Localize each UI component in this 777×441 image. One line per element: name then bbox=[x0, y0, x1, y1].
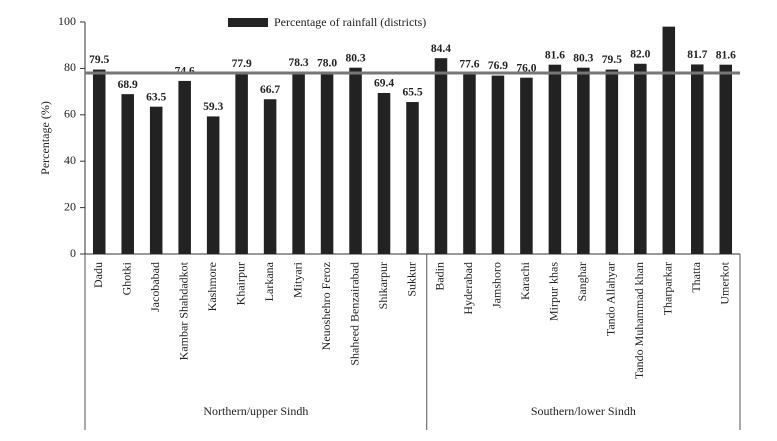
x-tick-label: Kashmore bbox=[205, 262, 219, 311]
value-label: 77.9 bbox=[232, 58, 252, 70]
bar bbox=[92, 69, 106, 254]
bar bbox=[121, 94, 134, 254]
bar bbox=[178, 80, 191, 254]
legend-label: Percentage of rainfall (districts) bbox=[274, 15, 426, 29]
value-label: 80.3 bbox=[573, 52, 593, 64]
y-tick-label: 40 bbox=[64, 153, 76, 167]
value-label: 59.3 bbox=[203, 101, 223, 113]
value-label: 81.7 bbox=[687, 49, 707, 61]
value-label: 76.0 bbox=[516, 62, 536, 74]
value-label: 79.5 bbox=[89, 54, 109, 66]
value-label: 76.9 bbox=[488, 60, 508, 72]
bar bbox=[206, 116, 220, 254]
bar bbox=[263, 99, 277, 254]
bar bbox=[605, 69, 619, 254]
value-label: 65.5 bbox=[402, 87, 422, 99]
bar bbox=[377, 92, 391, 254]
x-tick-label: Dadu bbox=[91, 262, 105, 288]
bar bbox=[577, 67, 590, 254]
x-tick-label: Tharparkar bbox=[661, 262, 675, 315]
x-tick-label: Thatta bbox=[689, 261, 703, 292]
value-label: 78.0 bbox=[317, 58, 337, 70]
x-tick-label: Mityari bbox=[290, 261, 304, 298]
x-tick-label: Badin bbox=[433, 262, 447, 291]
bar bbox=[406, 102, 419, 254]
y-tick-label: 0 bbox=[70, 246, 76, 260]
y-axis-label: Percentage (%) bbox=[38, 101, 52, 175]
x-tick-label: Hyderabad bbox=[461, 262, 475, 315]
bar bbox=[149, 106, 163, 255]
bar bbox=[691, 64, 704, 255]
bar bbox=[491, 75, 505, 254]
x-tick-label: Neuoshehro Feroz bbox=[319, 262, 333, 350]
bar bbox=[434, 58, 448, 254]
x-tick-label: Jamshoro bbox=[490, 262, 504, 308]
x-tick-label: Karachi bbox=[518, 261, 532, 300]
y-tick-label: 20 bbox=[64, 199, 76, 213]
legend-swatch bbox=[228, 18, 268, 27]
value-label: 82.0 bbox=[630, 48, 650, 60]
bar bbox=[719, 64, 733, 254]
y-tick-label: 100 bbox=[58, 14, 76, 28]
x-tick-label: Jacobabad bbox=[148, 262, 162, 312]
value-label: 77.6 bbox=[459, 59, 479, 71]
bar bbox=[463, 73, 476, 254]
bar bbox=[520, 77, 533, 255]
x-tick-label: Sanghar bbox=[575, 262, 589, 301]
y-tick-label: 80 bbox=[64, 60, 76, 74]
bar bbox=[662, 26, 676, 254]
value-label: 81.6 bbox=[716, 49, 736, 61]
value-label: 80.3 bbox=[345, 52, 365, 64]
bar bbox=[235, 73, 248, 254]
value-label: 68.9 bbox=[118, 79, 138, 91]
bar bbox=[292, 72, 305, 255]
bar bbox=[548, 64, 562, 254]
value-label: 79.5 bbox=[602, 54, 622, 66]
x-tick-label: Shikarpur bbox=[376, 262, 390, 309]
x-tick-label: Umerkot bbox=[718, 261, 732, 304]
x-tick-label: Mirpur khas bbox=[547, 262, 561, 321]
bar bbox=[634, 63, 647, 255]
x-tick-label: Tando Allahyar bbox=[604, 262, 618, 336]
value-label: 66.7 bbox=[260, 84, 280, 96]
group-label: Northern/upper Sindh bbox=[203, 404, 308, 418]
value-label: 81.6 bbox=[545, 49, 565, 61]
value-label: 69.4 bbox=[374, 78, 394, 90]
bar bbox=[320, 73, 334, 254]
value-label: 63.5 bbox=[146, 91, 166, 103]
x-tick-label: Kambar Shahdadkot bbox=[176, 261, 190, 360]
x-tick-label: Sukkur bbox=[404, 262, 418, 297]
x-tick-label: Larkana bbox=[262, 261, 276, 301]
x-tick-label: Ghotki bbox=[119, 261, 133, 295]
x-tick-label: Tando Muhammad khan bbox=[632, 262, 646, 379]
value-label: 78.3 bbox=[289, 57, 309, 69]
value-label: 84.4 bbox=[431, 43, 451, 55]
bar bbox=[349, 67, 362, 254]
y-tick-label: 60 bbox=[64, 107, 76, 121]
group-label: Southern/lower Sindh bbox=[531, 404, 636, 418]
x-tick-label: Khairpur bbox=[233, 262, 247, 305]
x-tick-label: Shaheed Benzairabad bbox=[347, 262, 361, 366]
